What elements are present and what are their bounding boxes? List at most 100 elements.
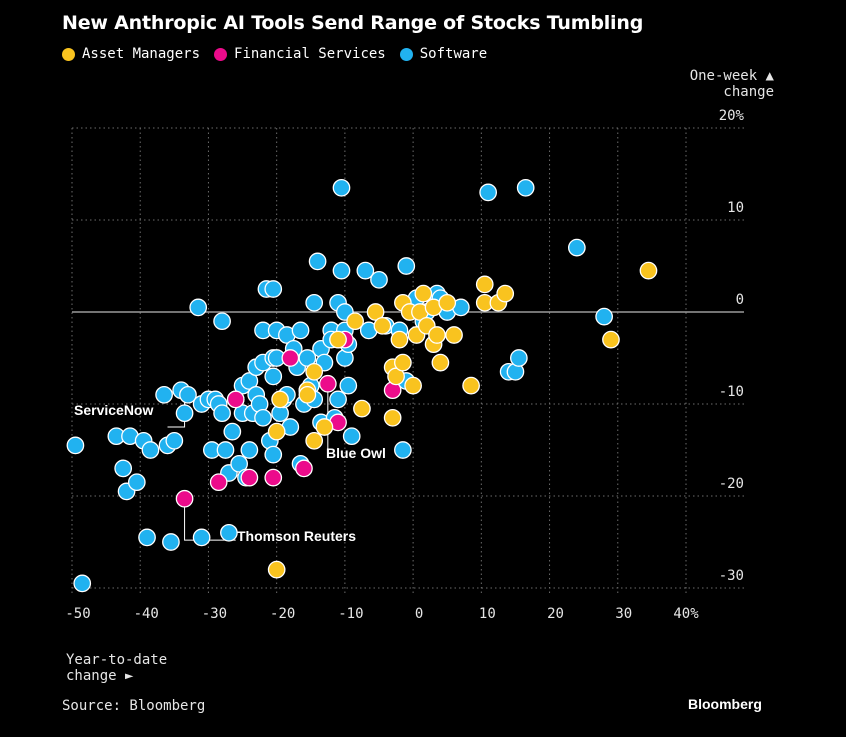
- callout-servicenow: ServiceNow: [74, 402, 153, 418]
- point-financial-services: [264, 468, 283, 487]
- point-software: [264, 367, 283, 386]
- data-points: [66, 178, 658, 593]
- legend-item-software: Software: [399, 46, 488, 62]
- point-asset-managers: [373, 316, 392, 335]
- x-tick-label: 0: [415, 606, 423, 622]
- point-asset-managers: [475, 275, 494, 294]
- point-asset-managers: [383, 408, 402, 427]
- point-software: [595, 307, 613, 326]
- point-software: [220, 523, 238, 542]
- point-software: [66, 436, 85, 455]
- point-software: [114, 459, 133, 478]
- point-asset-managers: [639, 261, 658, 280]
- source-note: Source: Bloomberg: [62, 698, 206, 714]
- point-asset-managers: [305, 362, 324, 381]
- x-tick-label: -50: [65, 606, 90, 622]
- point-software: [213, 404, 231, 423]
- point-software: [332, 261, 351, 280]
- point-software: [356, 261, 375, 280]
- legend-item-financial-services: Financial Services: [214, 46, 386, 62]
- y-tick-label: -20: [719, 476, 744, 492]
- point-financial-services: [240, 468, 259, 487]
- point-asset-managers: [353, 399, 371, 418]
- x-tick-label: -30: [202, 606, 227, 622]
- point-software: [175, 404, 194, 423]
- y-axis-label: One-week ▲ change: [690, 68, 774, 100]
- point-financial-services: [209, 473, 228, 492]
- point-software: [192, 528, 211, 547]
- point-software: [223, 422, 242, 441]
- point-asset-managers: [496, 284, 515, 303]
- point-software: [162, 533, 180, 551]
- point-financial-services: [318, 374, 337, 393]
- point-software: [138, 528, 156, 547]
- legend: Asset Managers Financial Services Softwa…: [62, 46, 487, 62]
- point-asset-managers: [305, 431, 324, 450]
- point-asset-managers: [315, 418, 334, 436]
- point-financial-services: [226, 390, 245, 409]
- legend-swatch-financial-services: [214, 47, 228, 61]
- x-axis-label-line2: change ►: [66, 668, 134, 684]
- x-axis-label: Year-to-date change ►: [66, 652, 167, 684]
- point-asset-managers: [438, 293, 457, 312]
- point-software: [305, 293, 324, 312]
- point-software: [510, 349, 528, 367]
- point-software: [264, 280, 283, 298]
- point-software: [240, 441, 259, 459]
- point-software: [216, 441, 235, 459]
- point-asset-managers: [390, 330, 409, 349]
- callout-leader-line: [184, 498, 236, 541]
- point-software: [329, 390, 347, 409]
- point-software: [213, 312, 231, 331]
- point-asset-managers: [428, 326, 446, 344]
- point-software: [254, 408, 272, 427]
- point-software: [339, 376, 358, 395]
- x-tick-label: -40: [134, 606, 159, 622]
- legend-label-software: Software: [419, 46, 488, 62]
- point-software: [179, 385, 197, 404]
- point-asset-managers: [445, 326, 463, 344]
- y-axis-label-line1: One-week ▲: [689, 68, 774, 84]
- legend-label-asset-managers: Asset Managers: [82, 46, 201, 62]
- x-tick-label: 20: [547, 606, 564, 622]
- point-software: [141, 441, 160, 459]
- x-tick-label: -20: [270, 606, 295, 622]
- chart-title: New Anthropic AI Tools Send Range of Sto…: [62, 12, 644, 34]
- tick-labels: -50 -40 -30 -20 -10 0 10 20 30 40% 20% 10 0 -10 -20 -30: [65, 108, 744, 622]
- y-tick-label: -10: [719, 384, 744, 400]
- x-axis-label-line1: Year-to-date: [66, 652, 168, 668]
- y-axis-label-line2: change: [723, 84, 774, 100]
- point-asset-managers: [267, 422, 286, 441]
- point-software: [397, 257, 416, 275]
- y-tick-label: 0: [736, 292, 744, 308]
- point-software: [308, 252, 327, 271]
- point-software: [165, 431, 184, 450]
- point-asset-managers: [329, 330, 347, 349]
- x-tick-label: 30: [615, 606, 632, 622]
- y-tick-label: 20%: [719, 108, 745, 124]
- point-asset-managers: [346, 312, 364, 331]
- point-software: [479, 183, 498, 202]
- point-financial-services: [175, 489, 194, 508]
- point-software: [342, 427, 361, 446]
- point-asset-managers: [414, 284, 433, 303]
- point-financial-services: [281, 349, 300, 367]
- point-software: [567, 238, 586, 257]
- legend-label-financial-services: Financial Services: [234, 46, 386, 62]
- y-tick-label: -30: [719, 568, 744, 584]
- point-software: [73, 574, 92, 593]
- point-software: [370, 270, 388, 289]
- legend-swatch-software: [399, 47, 413, 61]
- point-asset-managers: [404, 376, 422, 395]
- point-software: [189, 298, 208, 317]
- point-software: [394, 441, 412, 459]
- point-software: [127, 473, 146, 492]
- point-asset-managers: [431, 353, 450, 372]
- x-tick-label: 10: [479, 606, 496, 622]
- legend-item-asset-managers: Asset Managers: [62, 46, 200, 62]
- point-asset-managers: [271, 390, 289, 409]
- point-software: [155, 385, 173, 404]
- point-software: [332, 178, 351, 197]
- point-software: [291, 321, 310, 340]
